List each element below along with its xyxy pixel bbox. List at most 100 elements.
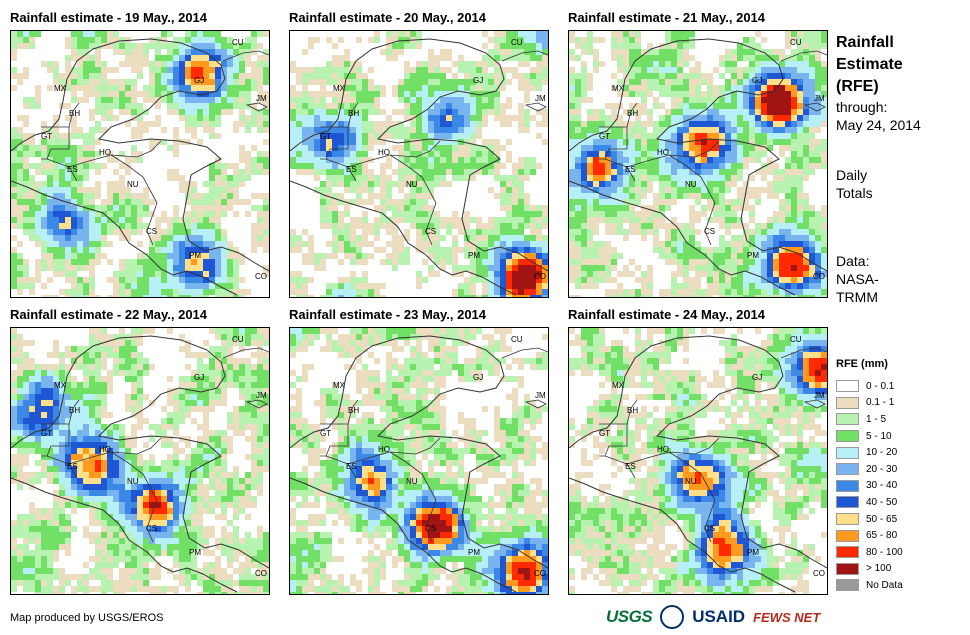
country-label-co: CO [813,272,825,281]
legend-item: 0 - 0.1 [836,378,903,395]
panel-title: Rainfall estimate - 24 May., 2014 [568,307,766,322]
country-label-bh: BH [348,406,359,415]
coastline [569,38,827,272]
country-label-co: CO [255,272,267,281]
country-label-co: CO [534,569,546,578]
pacific-coastline [11,477,238,593]
country-label-jm: JM [814,94,825,103]
country-label-mx: MX [333,381,346,390]
country-label-es: ES [67,462,78,471]
island-outline [780,347,827,409]
legend-swatch [836,529,859,542]
country-label-pm: PM [468,251,480,260]
panel-title: Rainfall estimate - 20 May., 2014 [289,10,487,25]
rainfall-map-svg: CU MX GJ JM BH GT HO ES NU CS PM CO [290,31,548,297]
legend-swatch [836,396,859,409]
title-line: (RFE) [836,78,879,95]
daily-line: Totals [836,185,873,201]
country-border [668,154,716,204]
rainfall-map-svg: CU MX GJ JM BH GT HO ES NU CS PM CO [569,328,827,594]
legend-item: 30 - 40 [836,478,903,495]
country-label-gt: GT [599,429,610,438]
country-border [704,202,716,246]
legend-swatch [836,430,859,443]
rainfall-map: CU MX GJ JM BH GT HO ES NU CS PM CO [568,327,828,595]
country-label-pm: PM [747,548,759,557]
country-label-jm: JM [814,391,825,400]
country-border [146,499,158,543]
legend-item: 65 - 80 [836,527,903,544]
country-border [320,423,349,457]
legend-swatch [836,496,859,509]
legend-swatch [836,546,859,559]
country-border [41,126,70,160]
country-label-cs: CS [425,524,436,533]
country-label-co: CO [534,272,546,281]
legend-label: No Data [866,579,903,591]
country-label-bh: BH [627,406,638,415]
legend-label: 40 - 50 [866,496,898,508]
country-label-ho: HO [657,445,669,454]
country-label-nu: NU [406,180,418,189]
legend-item: 20 - 30 [836,461,903,478]
rainfall-map-panel: Rainfall estimate - 24 May., 2014 CU MX GJ J… [568,307,830,597]
rainfall-map: CU MX GJ JM BH GT HO ES NU CS PM CO [10,30,270,298]
legend-swatch [836,446,859,459]
rainfall-grid [569,328,827,594]
country-label-gt: GT [320,429,331,438]
product-title: Rainfall Estimate (RFE) [836,32,903,98]
country-border [389,451,437,501]
legend-label: 0 - 0.1 [866,380,895,392]
coastline [290,38,548,272]
country-label-co: CO [255,569,267,578]
country-label-cs: CS [425,227,436,236]
rainfall-map-svg: CU MX GJ JM BH GT HO ES NU CS PM CO [11,328,269,594]
usaid-logo: USAID [692,607,746,626]
country-border [68,399,80,425]
country-border [347,102,359,128]
data-source-label: Data: NASA- TRMM [836,252,879,306]
rainfall-grid [290,31,548,297]
country-label-mx: MX [54,84,67,93]
island-outline [780,50,827,112]
island-outline [501,347,548,409]
country-border [599,423,628,457]
country-label-cu: CU [790,335,802,344]
coastline [569,335,827,569]
country-border [389,154,437,204]
country-label-ho: HO [378,445,390,454]
country-border [110,451,158,501]
country-border [68,463,78,479]
legend-swatch [836,513,859,526]
rainfall-map: CU MX GJ JM BH GT HO ES NU CS PM CO [289,327,549,595]
country-label-gt: GT [41,132,52,141]
legend-rows: 0 - 0.1 0.1 - 1 1 - 5 5 - 10 10 - 20 20 - 30 3… [836,378,903,594]
legend-item: 10 - 20 [836,444,903,461]
country-label-ho: HO [99,148,111,157]
legend-label: > 100 [866,563,892,575]
country-label-gj: GJ [473,76,483,85]
legend-label: 10 - 20 [866,447,898,459]
country-label-mx: MX [333,84,346,93]
country-border [347,463,357,479]
rainfall-grid [569,31,827,297]
legend-item: 50 - 65 [836,511,903,528]
pacific-coastline [569,477,796,593]
map-credit: Map produced by USGS/EROS [10,612,164,624]
country-label-pm: PM [747,251,759,260]
through-date: May 24, 2014 [836,117,921,133]
rainfall-grid [11,31,269,297]
rainfall-map: CU MX GJ JM BH GT HO ES NU CS PM CO [568,30,828,298]
rainfall-map-panel: Rainfall estimate - 20 May., 2014 CU MX GJ J… [289,10,551,300]
country-label-gt: GT [41,429,52,438]
rainfall-map-svg: CU MX GJ JM BH GT HO ES NU CS PM CO [11,31,269,297]
country-label-pm: PM [189,548,201,557]
island-outline [222,50,269,112]
title-line: Estimate [836,56,903,73]
legend-label: 1 - 5 [866,413,887,425]
country-label-jm: JM [535,391,546,400]
pacific-coastline [569,180,796,296]
country-label-pm: PM [189,251,201,260]
pacific-coastline [290,477,517,593]
panel-title: Rainfall estimate - 19 May., 2014 [10,10,208,25]
